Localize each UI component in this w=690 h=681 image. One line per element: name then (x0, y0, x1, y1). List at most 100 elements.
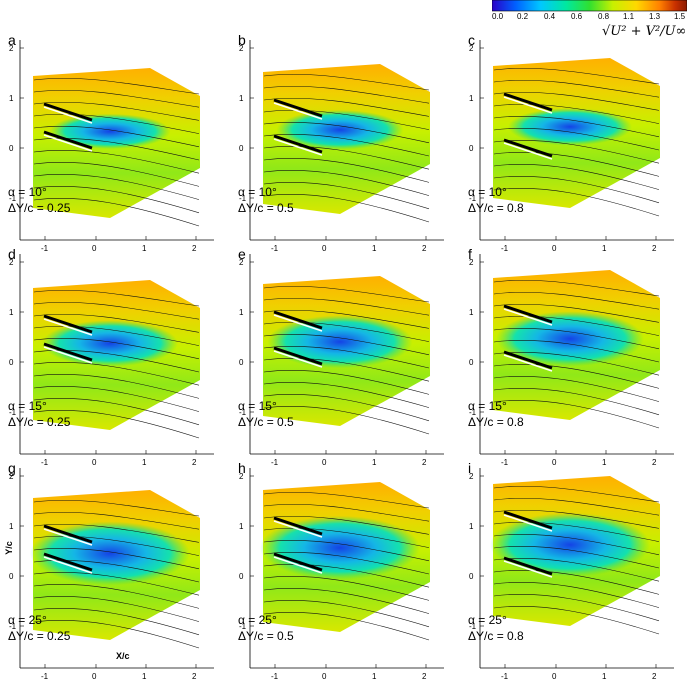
streamline (33, 547, 200, 570)
y-tick-label: 0 (9, 358, 14, 367)
y-tick-label: -1 (9, 622, 17, 631)
x-tick-label: 0 (322, 458, 327, 467)
flow-field-plot: 2 1 0 -1 -1 0 1 2 (239, 254, 444, 467)
lower-airfoil (43, 130, 93, 150)
x-tick-label: 1 (372, 244, 377, 253)
streamline (263, 491, 430, 509)
streamline (33, 398, 200, 426)
x-tick-label: -1 (271, 672, 279, 681)
streamline (493, 521, 660, 542)
angle-of-attack-label: α = 15° (8, 399, 47, 413)
angle-of-attack-label: α = 10° (238, 185, 277, 199)
streamline (493, 364, 660, 389)
flow-panel-a: 2 1 0 -1 -1 0 1 2 a α = 10° ΔY/c = 0.25 (0, 32, 226, 253)
lower-airfoil (503, 350, 553, 370)
airfoil-shadow (43, 556, 93, 574)
airfoil-shadow (273, 102, 323, 120)
airfoil-shadow (43, 346, 93, 364)
streamline (263, 503, 430, 522)
streamline (493, 91, 660, 111)
x-tick-label: 0 (552, 458, 557, 467)
y-tick-label: 1 (469, 522, 474, 531)
streamline (263, 588, 430, 614)
streamline (493, 279, 660, 297)
lower-airfoil (273, 134, 323, 154)
colorbar-tick: 0.8 (598, 12, 610, 21)
angle-of-attack-label: α = 10° (8, 185, 47, 199)
y-tick-label: 1 (239, 94, 244, 103)
y-tick-label: 2 (9, 472, 14, 481)
streamline (263, 170, 430, 196)
x-tick-label: 1 (142, 672, 147, 681)
airfoil-shadow (43, 134, 93, 152)
streamline (493, 67, 660, 85)
flow-panel-b: 2 1 0 -1 -1 0 1 2 b α = 10° ΔY/c = 0.5 (230, 32, 456, 253)
streamline (263, 333, 430, 356)
streamline (263, 297, 430, 316)
upper-airfoil (43, 524, 93, 544)
low-velocity-wake (260, 515, 420, 580)
y-tick-label: 0 (9, 144, 14, 153)
y-tick-label: 2 (9, 44, 14, 53)
lower-airfoil (273, 346, 323, 366)
streamline (33, 560, 200, 583)
streamline (263, 182, 430, 210)
y-tick-label: 1 (239, 308, 244, 317)
y-tick-label: -1 (239, 622, 247, 631)
streamline (33, 410, 200, 439)
streamline (33, 535, 200, 556)
y-tick-label: 2 (469, 44, 474, 53)
low-velocity-wake (42, 320, 178, 367)
streamline (263, 612, 430, 641)
streamline (33, 113, 200, 134)
colorbar-tick: 0.2 (517, 12, 529, 21)
low-velocity-wake (30, 521, 190, 586)
streamline (263, 158, 430, 183)
lower-airfoil (43, 552, 93, 572)
flow-field-plot: 2 1 0 -1 -1 0 1 2 (9, 468, 214, 681)
angle-of-attack-label: α = 25° (468, 613, 507, 627)
streamline (33, 301, 200, 320)
angle-of-attack-label: α = 25° (238, 613, 277, 627)
gap-ratio-label: ΔY/c = 0.25 (8, 629, 71, 643)
x-tick-label: 0 (322, 244, 327, 253)
y-tick-label: 0 (239, 144, 244, 153)
streamline (493, 103, 660, 124)
streamline (33, 362, 200, 386)
streamline (493, 497, 660, 516)
angle-of-attack-label: α = 25° (8, 613, 47, 627)
x-tick-label: -1 (41, 244, 49, 253)
colorbar-tick: 0.6 (571, 12, 583, 21)
angle-of-attack-label: α = 15° (238, 399, 277, 413)
y-tick-label: -1 (9, 194, 17, 203)
colorbar-tick: 1.3 (649, 12, 661, 21)
y-tick-label: 1 (239, 522, 244, 531)
y-tick-label: 2 (239, 44, 244, 53)
streamline (33, 125, 200, 148)
x-tick-label: 2 (422, 244, 427, 253)
gap-ratio-label: ΔY/c = 0.5 (238, 201, 294, 215)
gap-ratio-label: ΔY/c = 0.8 (468, 201, 524, 215)
streamline (493, 485, 660, 503)
streamline (263, 109, 430, 130)
airfoil-shadow (503, 514, 553, 532)
flow-field-plot: 2 1 0 -1 -1 0 1 2 (9, 40, 214, 253)
flow-panel-e: 2 1 0 -1 -1 0 1 2 e α = 15° ΔY/c = 0.5 (230, 246, 456, 467)
x-tick-label: 1 (602, 458, 607, 467)
colorbar-gradient (492, 0, 687, 12)
y-tick-label: 1 (469, 308, 474, 317)
low-velocity-wake (276, 109, 404, 150)
x-tick-label: 1 (142, 458, 147, 467)
panel-letter: g (8, 460, 16, 476)
streamline (33, 89, 200, 108)
y-tick-label: 1 (469, 94, 474, 103)
streamline (263, 85, 430, 104)
y-tick-label: 0 (469, 358, 474, 367)
x-tick-label: 2 (652, 244, 657, 253)
colorbar-tick: 0.0 (492, 12, 504, 21)
streamline (263, 194, 430, 223)
upper-airfoil (273, 516, 323, 536)
colorbar: 0.0 0.2 0.4 0.6 0.8 1.1 1.3 1.5 √U² + V²… (492, 0, 687, 44)
gap-ratio-label: ΔY/c = 0.8 (468, 629, 524, 643)
airfoil-shadow (503, 142, 553, 160)
